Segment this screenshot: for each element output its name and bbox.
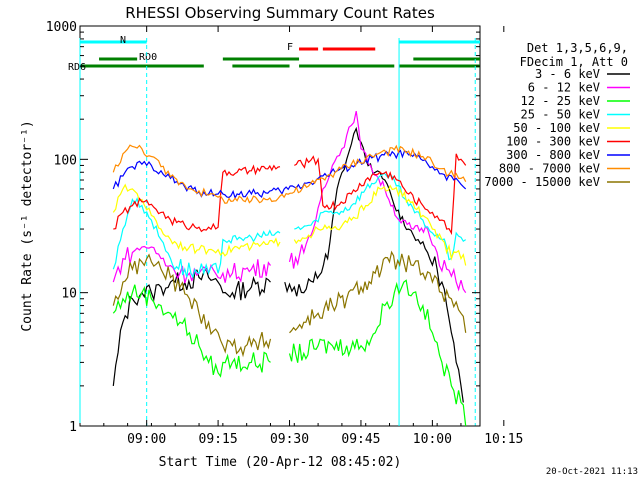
- x-axis-label: Start Time (20-Apr-12 08:45:02): [159, 455, 402, 470]
- legend-label: 25 - 50 keV: [521, 108, 600, 122]
- y-tick-label: 1000: [46, 20, 77, 35]
- x-tick-label: 10:00: [413, 432, 452, 447]
- legend-label: 100 - 300 keV: [506, 135, 600, 149]
- flag-label: F: [287, 42, 293, 53]
- y-tick-label: 10: [61, 287, 77, 302]
- series-line: [112, 279, 467, 427]
- y-axis-ticks: 1 10 100 1000: [46, 20, 480, 435]
- x-tick-label: 09:30: [270, 432, 309, 447]
- series-50-100keV: [112, 183, 467, 266]
- flag-label: RD6: [68, 62, 86, 73]
- y-tick-label: 1: [69, 420, 77, 435]
- x-tick-label: 10:15: [484, 432, 523, 447]
- series-line: [113, 153, 467, 236]
- x-tick-label: 09:45: [341, 432, 380, 447]
- series-line: [112, 110, 467, 294]
- y-tick-label: 100: [54, 153, 77, 168]
- legend-label: 300 - 800 keV: [506, 148, 600, 162]
- legend-label: 6 - 12 keV: [528, 81, 600, 95]
- x-axis-ticks: 09:00 09:15 09:30 09:45 10:00 10:15: [79, 26, 523, 447]
- series-line: [112, 250, 467, 358]
- chart-title: RHESSI Observing Summary Count Rates: [125, 4, 435, 22]
- series-100-300keV: [113, 153, 467, 236]
- series-12-25keV: [112, 279, 467, 427]
- legend: Det 1,3,5,6,9, FDecim 1, Att 0 3 - 6 keV…: [484, 41, 630, 189]
- y-axis-label: Count Rate (s⁻¹ detector⁻¹): [20, 120, 35, 331]
- legend-label: 3 - 6 keV: [535, 67, 600, 81]
- flag-label: RD0: [139, 52, 157, 63]
- flag-lines: N F RD0 RD6: [68, 35, 480, 73]
- legend-header-2: FDecim 1, Att 0: [520, 55, 628, 69]
- series-6-12keV: [112, 110, 467, 294]
- series-line: [112, 172, 467, 279]
- legend-label: 7000 - 15000 keV: [484, 175, 600, 189]
- plot-frame: [79, 25, 481, 427]
- legend-label: 12 - 25 keV: [521, 94, 600, 108]
- legend-header-1: Det 1,3,5,6,9,: [527, 41, 628, 55]
- series-layer: [112, 110, 467, 427]
- series-25-50keV: [112, 172, 467, 279]
- timestamp: 20-Oct-2021 11:13: [546, 467, 638, 477]
- series-800-7000keV: [112, 144, 467, 204]
- series-line: [112, 144, 467, 204]
- time-markers: [79, 38, 476, 426]
- legend-label: 800 - 7000 keV: [499, 162, 600, 176]
- x-tick-label: 09:00: [127, 432, 166, 447]
- series-7000-15000keV: [112, 250, 467, 358]
- flag-label: N: [120, 35, 126, 46]
- legend-label: 50 - 100 keV: [513, 121, 600, 135]
- x-tick-label: 09:15: [199, 432, 238, 447]
- series-line: [112, 183, 467, 266]
